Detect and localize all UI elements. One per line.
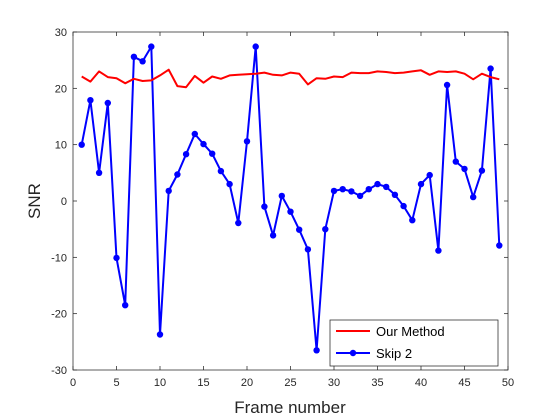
- plot-area: [72, 31, 509, 371]
- data-point-skip-2: [174, 171, 181, 178]
- x-tick-label: 10: [154, 377, 166, 389]
- series-our-method: [81, 68, 500, 89]
- data-point-skip-2: [122, 302, 129, 309]
- data-point-skip-2: [356, 192, 364, 200]
- y-tick-label: 0: [61, 196, 67, 208]
- data-point-skip-2: [148, 43, 155, 50]
- data-point-skip-2: [391, 191, 399, 198]
- data-point-skip-2: [496, 242, 503, 249]
- data-point-skip-2: [209, 150, 216, 157]
- x-tick-label: 0: [70, 377, 76, 389]
- data-point-skip-2: [409, 217, 416, 224]
- legend: Our Method Skip 2: [329, 319, 499, 367]
- data-point-skip-2: [104, 99, 112, 107]
- data-point-skip-2: [261, 203, 268, 210]
- data-point-skip-2: [130, 53, 138, 60]
- x-tick-label: 25: [284, 377, 296, 389]
- data-point-skip-2: [113, 254, 120, 262]
- data-point-skip-2: [165, 187, 172, 195]
- x-tick-label: 35: [371, 377, 383, 389]
- series-skip-2: [78, 43, 503, 354]
- x-tick-label: 15: [197, 377, 209, 389]
- data-point-skip-2: [487, 65, 494, 72]
- data-point-skip-2: [95, 169, 103, 176]
- data-point-skip-2: [217, 167, 225, 175]
- legend-label-skip-2: Skip 2: [376, 346, 412, 361]
- data-point-skip-2: [252, 43, 259, 50]
- data-point-skip-2: [278, 192, 285, 200]
- data-point-skip-2: [400, 202, 407, 210]
- data-point-skip-2: [470, 193, 477, 201]
- data-point-skip-2: [304, 246, 312, 253]
- data-point-skip-2: [191, 130, 198, 138]
- data-point-skip-2: [235, 219, 242, 227]
- data-point-skip-2: [226, 180, 233, 188]
- series-layer: [78, 43, 503, 354]
- y-tick-label: -20: [51, 309, 67, 321]
- axis-ticks: 0 5 10 15 20 25 30 35 40 45 50 -30 -20 -10 0 10 20 30: [51, 27, 514, 389]
- x-tick-label: 40: [415, 377, 427, 389]
- data-point-skip-2: [365, 186, 372, 193]
- legend-box: [329, 319, 499, 367]
- data-point-skip-2: [348, 188, 355, 195]
- data-point-skip-2: [156, 331, 164, 338]
- data-point-skip-2: [330, 187, 338, 195]
- x-tick-label: 45: [458, 377, 470, 389]
- data-point-skip-2: [478, 167, 486, 174]
- data-point-skip-2: [322, 226, 329, 233]
- x-axis-label: Frame number: [234, 398, 346, 417]
- data-point-skip-2: [243, 138, 251, 145]
- y-axis-label: SNR: [25, 183, 44, 219]
- data-point-skip-2: [139, 58, 146, 65]
- series-line-our-method: [81, 68, 500, 89]
- data-point-skip-2: [296, 226, 303, 233]
- legend-marker-skip-2: [349, 349, 357, 357]
- data-point-skip-2: [435, 247, 442, 254]
- data-point-skip-2: [287, 208, 294, 215]
- data-point-skip-2: [417, 180, 425, 188]
- data-point-skip-2: [313, 347, 320, 354]
- data-point-skip-2: [200, 140, 207, 148]
- y-tick-label: 20: [55, 83, 67, 95]
- data-point-skip-2: [87, 97, 94, 104]
- y-tick-label: 10: [55, 140, 67, 152]
- y-tick-label: -30: [51, 365, 67, 377]
- x-tick-label: 50: [502, 377, 514, 389]
- y-tick-label: -10: [51, 252, 67, 264]
- data-point-skip-2: [443, 81, 451, 89]
- data-point-skip-2: [269, 232, 277, 239]
- data-point-skip-2: [426, 171, 433, 179]
- data-point-skip-2: [339, 186, 346, 193]
- legend-label-our-method: Our Method: [376, 324, 445, 339]
- x-tick-label: 30: [328, 377, 340, 389]
- data-point-skip-2: [78, 141, 85, 148]
- y-tick-label: 30: [55, 27, 67, 39]
- x-tick-label: 20: [241, 377, 253, 389]
- data-point-skip-2: [452, 158, 459, 165]
- data-point-skip-2: [374, 180, 381, 188]
- data-point-skip-2: [461, 165, 468, 173]
- data-point-skip-2: [383, 183, 390, 191]
- data-point-skip-2: [182, 151, 190, 158]
- x-tick-label: 5: [113, 377, 119, 389]
